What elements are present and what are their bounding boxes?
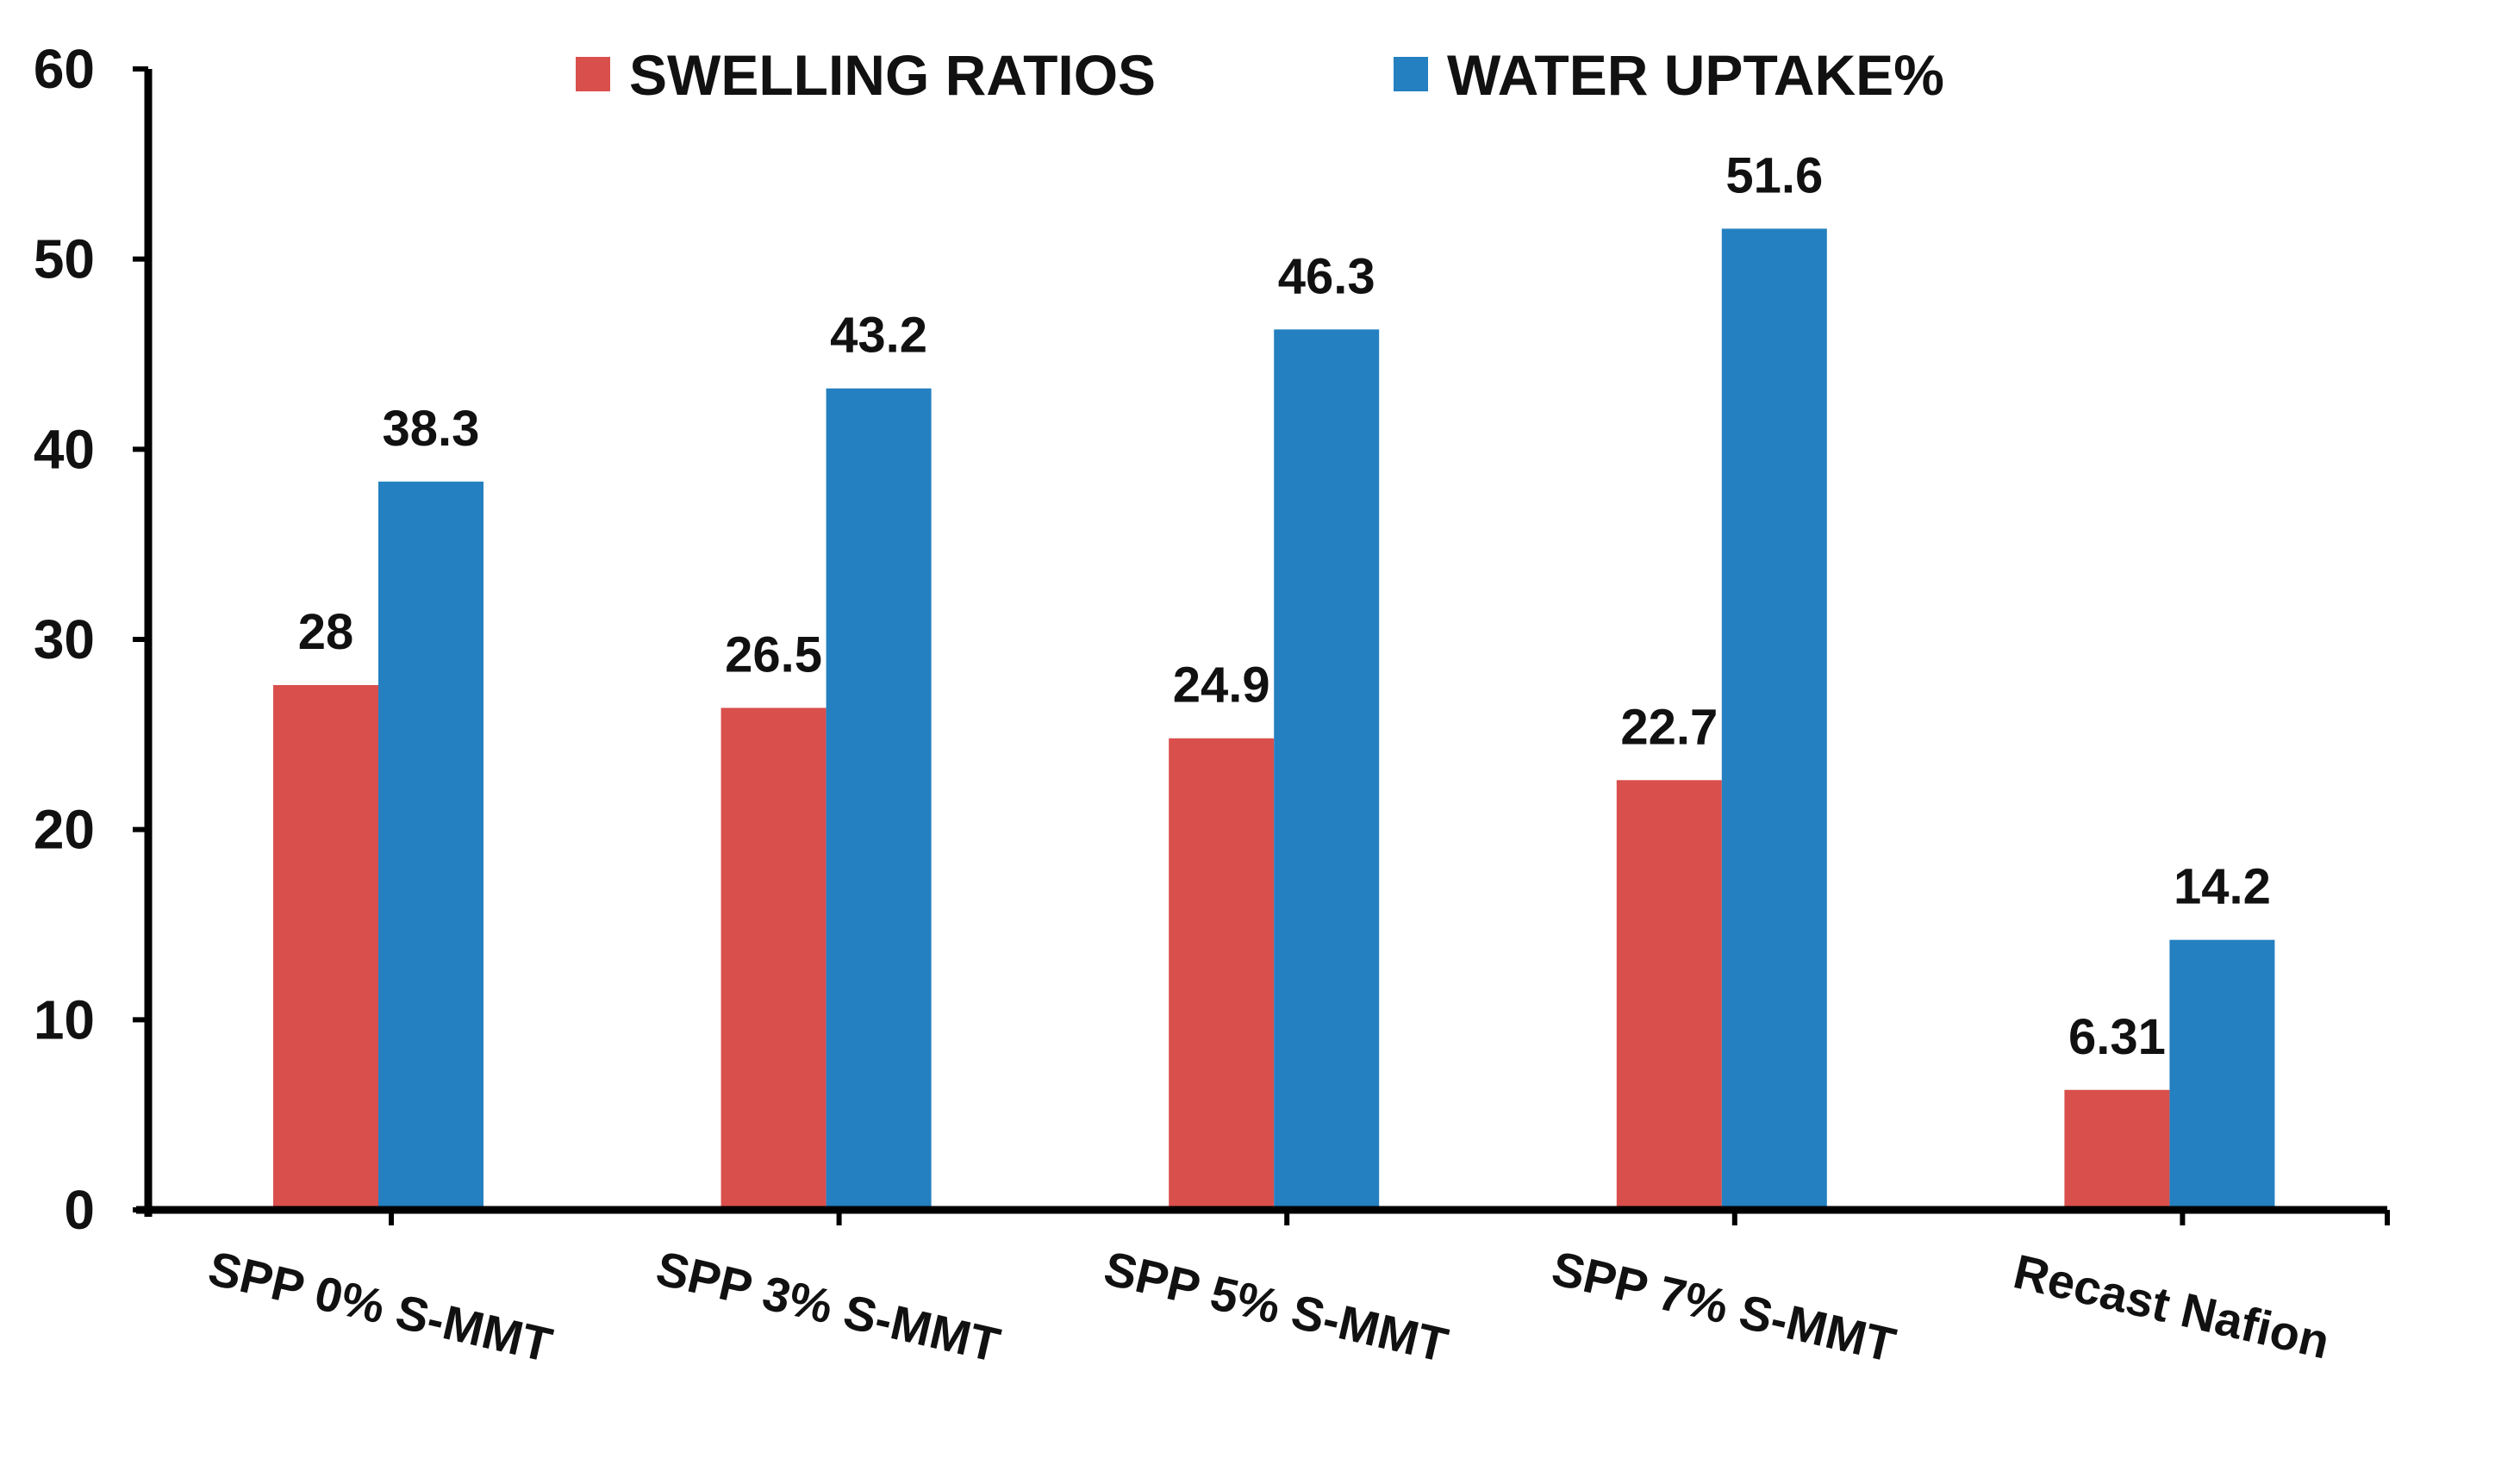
value-label-swelling-ratio-1: 26.5 [725, 626, 822, 683]
y-tick-label: 60 [34, 38, 95, 100]
value-label-water-uptake-4: 14.2 [2174, 859, 2271, 915]
legend: SWELLING RATIOS WATER UPTAKE% [576, 43, 1944, 107]
value-label-swelling-ratio-3: 22.7 [1620, 699, 1718, 755]
legend-swatch-swelling-ratios [576, 57, 610, 91]
y-tick-label: 50 [34, 228, 95, 290]
value-label-swelling-ratio-4: 6.31 [2068, 1009, 2166, 1065]
y-tick-label: 0 [64, 1179, 95, 1241]
value-label-water-uptake-1: 43.2 [830, 308, 927, 364]
axes [133, 66, 2390, 1225]
bar-swelling-ratio-3 [1616, 780, 1722, 1210]
y-tick-label: 20 [34, 799, 95, 861]
value-label-water-uptake-2: 46.3 [1278, 248, 1375, 304]
value-label-swelling-ratio-0: 28 [298, 604, 354, 660]
value-labels: 28 26.5 24.9 22.7 6.31 38.3 43.2 46.3 51.6 14.2 [298, 147, 2271, 1064]
x-category-label: Recast Nafion [2009, 1243, 2335, 1368]
x-category-label: SPP 5% S-MMT [1099, 1241, 1452, 1373]
bar-water-uptake-0 [378, 481, 483, 1210]
x-tick-labels: SPP 0% S-MMT SPP 3% S-MMT SPP 5% S-MMT SPP … [203, 1241, 2335, 1373]
bar-swelling-ratio-0 [273, 684, 378, 1210]
x-category-label: SPP 7% S-MMT [1547, 1241, 1900, 1373]
legend-swatch-water-uptake [1394, 57, 1428, 91]
bar-water-uptake-2 [1274, 329, 1380, 1210]
x-category-label: SPP 3% S-MMT [652, 1241, 1005, 1373]
y-tick-label: 30 [34, 608, 95, 670]
bar-water-uptake-1 [826, 388, 932, 1211]
bar-swelling-ratio-1 [720, 707, 826, 1210]
value-label-water-uptake-3: 51.6 [1725, 147, 1823, 203]
value-label-water-uptake-0: 38.3 [383, 401, 480, 457]
bar-swelling-ratio-4 [2064, 1089, 2170, 1210]
legend-label-water-uptake: WATER UPTAKE% [1447, 43, 1944, 107]
legend-label-swelling-ratios: SWELLING RATIOS [629, 43, 1156, 107]
value-label-swelling-ratio-2: 24.9 [1173, 658, 1270, 714]
y-tick-label: 10 [34, 988, 95, 1050]
bar-water-uptake-3 [1721, 228, 1827, 1210]
bar-water-uptake-4 [2169, 939, 2275, 1210]
bars [273, 228, 2275, 1211]
x-category-label: SPP 0% S-MMT [203, 1241, 557, 1373]
y-tick-label: 40 [34, 418, 95, 480]
y-tick-labels: 0 10 20 30 40 50 60 [34, 38, 95, 1241]
bar-swelling-ratio-2 [1169, 738, 1275, 1210]
